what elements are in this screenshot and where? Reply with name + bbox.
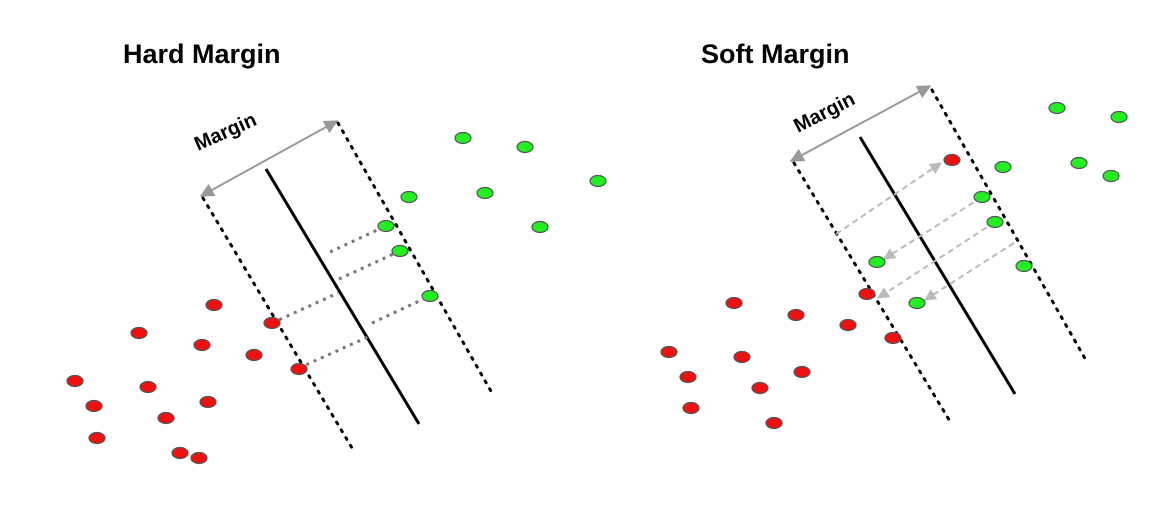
negative-point — [139, 380, 157, 394]
negative-point — [733, 350, 751, 364]
negative-point — [193, 338, 211, 352]
positive-point — [377, 219, 395, 233]
positive-point — [476, 186, 494, 200]
negative-point — [130, 326, 148, 340]
projection-line — [298, 334, 371, 370]
negative-point — [725, 296, 743, 310]
projection-line — [371, 294, 431, 325]
soft-right-margin-boundary — [930, 88, 1089, 364]
negative-point — [157, 411, 175, 425]
hard-margin-arrow — [199, 120, 339, 197]
negative-point — [943, 153, 961, 167]
negative-point — [263, 316, 281, 330]
positive-point — [421, 289, 439, 303]
soft-margin-title: Soft Margin — [701, 39, 850, 69]
positive-point — [973, 190, 991, 204]
negative-point — [171, 446, 189, 460]
hard-margin-title: Hard Margin — [123, 39, 281, 69]
negative-point — [793, 365, 811, 379]
positive-point — [1048, 101, 1066, 115]
hard-positive-points — [377, 131, 607, 303]
positive-point — [1102, 169, 1120, 183]
positive-point — [868, 255, 886, 269]
negative-point — [88, 431, 106, 445]
hard-margin-panel: Margin — [66, 109, 607, 465]
hard-negative-points — [66, 298, 308, 465]
positive-point — [516, 140, 534, 154]
projection-line — [338, 249, 401, 281]
positive-point — [994, 160, 1012, 174]
projection-line — [271, 291, 339, 325]
hard-right-margin-boundary — [336, 121, 494, 395]
hard-hyperplane — [264, 168, 421, 425]
soft-hyperplane — [858, 136, 1017, 395]
slack-arrow — [923, 242, 1015, 301]
soft-positive-points — [868, 101, 1128, 310]
soft-slack-arrows — [835, 162, 1015, 301]
negative-point — [290, 362, 308, 376]
negative-point — [765, 416, 783, 430]
negative-point — [679, 370, 697, 384]
positive-point — [1015, 259, 1033, 273]
negative-point — [858, 287, 876, 301]
negative-point — [884, 331, 902, 345]
positive-point — [400, 190, 418, 204]
positive-point — [391, 244, 409, 258]
positive-point — [531, 220, 549, 234]
negative-point — [190, 451, 208, 465]
negative-point — [839, 318, 857, 332]
positive-point — [908, 296, 926, 310]
negative-point — [199, 395, 217, 409]
slack-arrow — [882, 196, 983, 260]
positive-point — [454, 131, 472, 145]
negative-point — [682, 401, 700, 415]
positive-point — [1070, 156, 1088, 170]
slack-arrow — [835, 162, 942, 235]
hard-support-projections — [271, 224, 431, 370]
negative-point — [787, 308, 805, 322]
hard-margin-label: Margin — [191, 109, 260, 156]
positive-point — [589, 174, 607, 188]
soft-negative-points — [660, 153, 961, 430]
negative-point — [751, 381, 769, 395]
negative-point — [66, 374, 84, 388]
negative-point — [85, 399, 103, 413]
soft-margin-arrow — [789, 85, 932, 162]
negative-point — [205, 298, 223, 312]
negative-point — [245, 348, 263, 362]
positive-point — [1110, 110, 1128, 124]
negative-point — [660, 345, 678, 359]
positive-point — [986, 215, 1004, 229]
slack-arrow — [876, 221, 996, 299]
projection-line — [329, 224, 387, 254]
soft-margin-panel: Margin — [660, 85, 1128, 430]
